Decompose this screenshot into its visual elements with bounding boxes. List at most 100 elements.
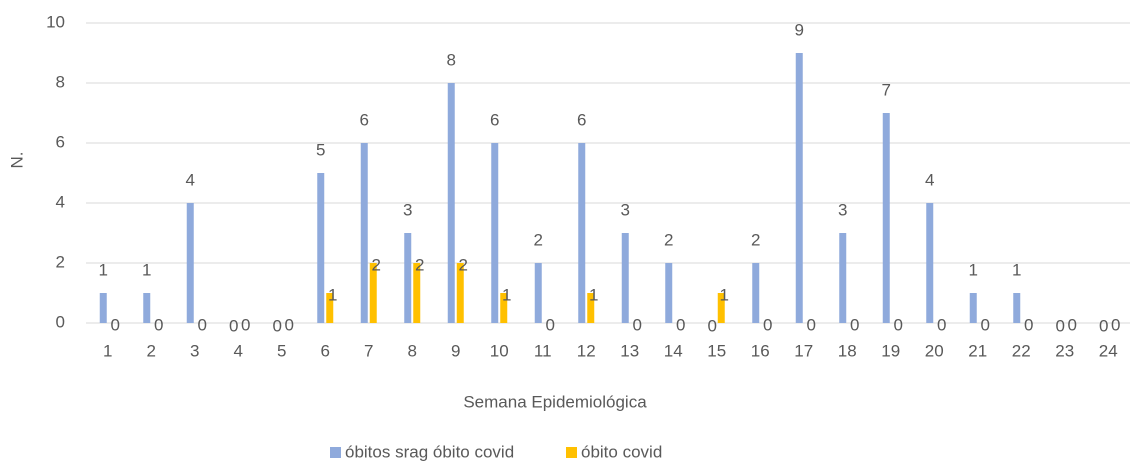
x-tick-label: 3 [190, 341, 199, 360]
x-tick-label: 12 [577, 341, 596, 360]
x-tick-label: 24 [1099, 341, 1118, 360]
data-label: 0 [1099, 316, 1108, 335]
data-label: 1 [99, 260, 108, 279]
bar [926, 203, 934, 323]
data-label: 0 [111, 315, 120, 334]
x-tick-label: 1 [103, 341, 112, 360]
data-label: 2 [415, 255, 424, 274]
data-label: 3 [838, 200, 847, 219]
x-tick-label: 19 [881, 341, 900, 360]
data-label: 6 [577, 110, 586, 129]
y-tick-label: 0 [56, 312, 65, 331]
data-label: 3 [403, 200, 412, 219]
bar [491, 143, 499, 323]
bar [317, 173, 325, 323]
bar [621, 233, 629, 323]
data-label: 0 [894, 315, 903, 334]
data-label: 0 [763, 315, 772, 334]
bar [186, 203, 194, 323]
data-label: 3 [621, 200, 630, 219]
y-tick-label: 10 [46, 12, 65, 31]
x-tick-label: 11 [534, 341, 552, 360]
data-label: 1 [142, 260, 151, 279]
data-label: 7 [882, 80, 891, 99]
bar [882, 113, 890, 323]
x-tick-label: 17 [794, 341, 813, 360]
legend-swatch [330, 447, 341, 458]
data-label: 0 [1056, 316, 1065, 335]
x-tick-label: 14 [664, 341, 683, 360]
data-label: 0 [850, 315, 859, 334]
data-label: 2 [751, 230, 760, 249]
x-tick-label: 16 [751, 341, 770, 360]
x-tick-label: 2 [147, 341, 156, 360]
data-label: 0 [633, 315, 642, 334]
data-label: 0 [1024, 315, 1033, 334]
y-axis-title: N. [7, 152, 26, 169]
y-tick-label: 6 [56, 132, 65, 151]
x-tick-label: 10 [490, 341, 509, 360]
bar [795, 53, 803, 323]
bar [578, 143, 586, 323]
data-label: 0 [1111, 315, 1120, 334]
y-tick-label: 8 [56, 72, 65, 91]
bar [839, 233, 847, 323]
bar [326, 293, 334, 323]
bar [500, 293, 508, 323]
x-tick-label: 4 [234, 341, 243, 360]
data-label: 0 [229, 316, 238, 335]
data-label: 5 [316, 140, 325, 159]
bar [665, 263, 673, 323]
data-label: 1 [328, 285, 337, 304]
data-label: 2 [459, 255, 468, 274]
data-label: 9 [795, 20, 804, 39]
data-label: 1 [502, 285, 511, 304]
data-label: 0 [273, 316, 282, 335]
x-axis-title: Semana Epidemiológica [463, 392, 647, 411]
data-label: 0 [1068, 315, 1077, 334]
x-tick-label: 20 [925, 341, 944, 360]
x-tick-label: 13 [620, 341, 639, 360]
legend-swatch [566, 447, 577, 458]
bar [143, 293, 151, 323]
data-label: 0 [285, 315, 294, 334]
y-tick-label: 4 [56, 192, 65, 211]
x-tick-label: 22 [1012, 341, 1031, 360]
y-tick-label: 2 [56, 252, 65, 271]
bar [447, 83, 455, 323]
bar [587, 293, 595, 323]
data-label: 0 [937, 315, 946, 334]
bar [534, 263, 542, 323]
bar [369, 263, 377, 323]
data-label: 8 [447, 50, 456, 69]
x-tick-label: 8 [408, 341, 417, 360]
data-label: 0 [241, 315, 250, 334]
data-label: 0 [708, 316, 717, 335]
data-label: 1 [589, 285, 598, 304]
x-tick-label: 15 [707, 341, 726, 360]
data-label: 1 [1012, 260, 1021, 279]
data-label: 6 [360, 110, 369, 129]
data-label: 2 [372, 255, 381, 274]
legend-label: óbito covid [581, 442, 662, 461]
bar [752, 263, 760, 323]
x-tick-label: 23 [1055, 341, 1074, 360]
x-tick-label: 5 [277, 341, 286, 360]
data-label: 1 [969, 260, 978, 279]
data-label: 0 [546, 315, 555, 334]
bar [717, 293, 725, 323]
data-label: 2 [664, 230, 673, 249]
data-label: 1 [720, 285, 729, 304]
data-label: 0 [807, 315, 816, 334]
data-label: 0 [676, 315, 685, 334]
data-label: 4 [925, 170, 934, 189]
bar [404, 233, 412, 323]
data-label: 6 [490, 110, 499, 129]
x-tick-label: 18 [838, 341, 857, 360]
bar [360, 143, 368, 323]
bar [969, 293, 977, 323]
bar [413, 263, 421, 323]
x-tick-label: 6 [321, 341, 330, 360]
x-tick-label: 21 [968, 341, 987, 360]
